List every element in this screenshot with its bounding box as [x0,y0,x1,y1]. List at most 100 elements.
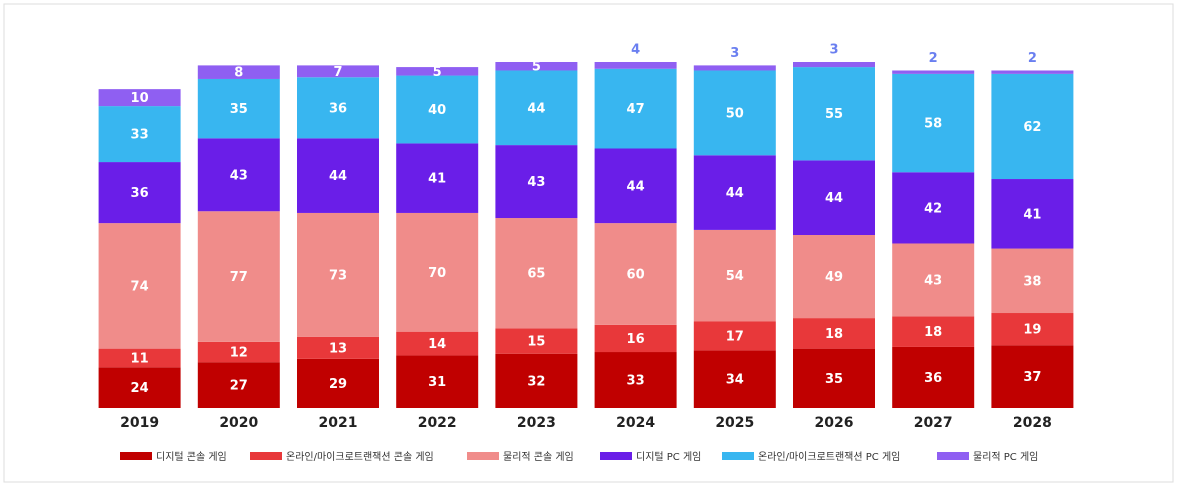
bar-segment [594,68,677,149]
bar-segment [396,212,479,332]
bar-segment [892,243,975,317]
data-label: 18 [825,327,843,342]
bar-segment [396,331,479,356]
data-label: 70 [428,266,446,281]
legend-label: 온라인/마이크로트랜잭션 콘솔 게임 [286,450,434,463]
data-label: 36 [924,371,942,386]
bar-segment [495,70,578,146]
bar-segment [197,65,280,79]
legend-label: 디지털 콘솔 게임 [156,450,227,463]
bar-segment [991,313,1074,346]
data-label: 43 [230,168,248,183]
data-label: 7 [333,65,342,80]
bar-segment [793,318,875,349]
data-label: 43 [527,175,545,190]
bar-segment [396,355,479,408]
bar-segment [197,78,280,139]
data-label: 77 [230,270,248,285]
bar-segment [396,75,479,144]
x-tick-label: 2025 [715,415,754,431]
data-label: 60 [627,268,645,283]
legend-swatch [722,452,754,460]
bar-segment [396,67,479,76]
x-tick-label: 2019 [120,415,159,431]
x-tick-label: 2027 [914,415,953,431]
data-label: 32 [527,374,545,389]
bar-segment [693,229,776,322]
data-label: 36 [329,101,347,116]
data-label: 16 [627,332,645,347]
legend-label: 물리적 PC 게임 [973,450,1038,463]
x-tick-label: 2021 [319,415,358,431]
bar-segment [892,73,975,173]
data-label: 41 [1023,207,1041,222]
data-label: 47 [627,102,645,117]
data-label: 3 [829,43,838,58]
data-label: 35 [230,102,248,117]
bar-segment [793,67,875,161]
bar-segment [693,321,776,351]
legend-label: 물리적 콘솔 게임 [503,450,574,463]
data-label: 5 [532,60,541,75]
data-label: 41 [428,172,446,187]
bar-segment [594,148,677,224]
bar-segment [594,324,677,353]
data-label: 37 [1023,370,1041,385]
bar-segment [892,316,975,347]
data-label: 73 [329,268,347,283]
data-label: 31 [428,375,446,390]
bar-segment [495,218,578,329]
bar-segment [495,353,578,408]
bar-segment [991,248,1074,314]
data-label: 35 [825,372,843,387]
data-label: 13 [329,341,347,356]
bar-segment [892,346,975,408]
data-label: 14 [428,337,446,352]
bar-segment [892,172,975,244]
bar-segment [98,367,181,408]
legend-swatch [120,452,152,460]
bar-segment [197,211,280,342]
bar-segment [991,70,1074,74]
data-label: 2 [1028,51,1037,66]
bar-segment [594,223,677,325]
data-label: 38 [1023,274,1041,289]
data-label: 24 [131,381,149,396]
bar-segment [693,65,776,71]
x-tick-label: 2024 [616,415,655,431]
x-tick-label: 2020 [219,415,258,431]
data-label: 43 [924,273,942,288]
bar-segment [793,348,875,408]
data-label: 3 [730,46,739,61]
bar-segment [197,138,280,212]
bar-segment [793,235,875,319]
data-label: 42 [924,201,942,216]
data-label: 11 [131,351,149,366]
legend-swatch [937,452,969,460]
data-label: 62 [1023,120,1041,135]
data-label: 44 [726,186,744,201]
data-label: 4 [631,43,640,58]
data-label: 18 [924,325,942,340]
bar-segment [495,328,578,354]
legend-swatch [600,452,632,460]
bar-segment [197,341,280,363]
bar-segment [693,70,776,156]
data-label: 33 [131,128,149,143]
data-label: 33 [627,374,645,389]
bar-segment [98,348,181,368]
data-label: 19 [1023,323,1041,338]
bar-segment [98,162,181,224]
data-label: 55 [825,107,843,122]
x-tick-label: 2022 [418,415,457,431]
data-label: 65 [527,267,545,282]
data-label: 44 [527,101,545,116]
data-label: 36 [131,186,149,201]
data-label: 34 [726,373,744,388]
data-label: 49 [825,270,843,285]
legend-swatch [250,452,282,460]
data-label: 15 [527,335,545,350]
bar-segment [594,62,677,69]
data-label: 10 [131,91,149,106]
